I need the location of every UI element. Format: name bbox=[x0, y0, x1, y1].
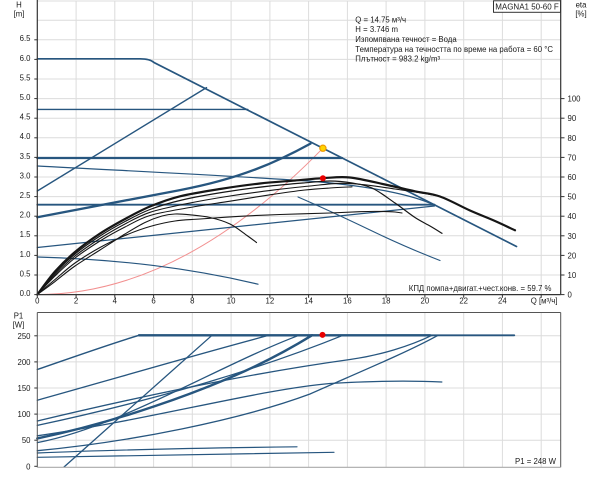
svg-text:0.0: 0.0 bbox=[20, 289, 32, 298]
svg-text:20: 20 bbox=[421, 297, 430, 306]
svg-text:10: 10 bbox=[227, 297, 236, 306]
svg-text:200: 200 bbox=[17, 358, 31, 367]
svg-text:6: 6 bbox=[151, 297, 155, 306]
svg-text:MAGNA1 50-60 F: MAGNA1 50-60 F bbox=[495, 3, 559, 12]
svg-text:0: 0 bbox=[35, 297, 40, 306]
svg-text:6.0: 6.0 bbox=[20, 54, 32, 63]
svg-text:20: 20 bbox=[568, 251, 577, 260]
svg-text:Плътност = 983.2 kg/m³: Плътност = 983.2 kg/m³ bbox=[355, 55, 440, 64]
svg-text:Q = 14.75 м³/ч: Q = 14.75 м³/ч bbox=[355, 15, 406, 24]
svg-text:0: 0 bbox=[568, 291, 573, 300]
svg-text:3.0: 3.0 bbox=[20, 171, 32, 180]
svg-text:16: 16 bbox=[343, 297, 352, 306]
svg-text:1.0: 1.0 bbox=[20, 250, 32, 259]
svg-text:70: 70 bbox=[568, 153, 577, 162]
svg-text:Q [м³/ч]: Q [м³/ч] bbox=[531, 297, 558, 306]
svg-text:100: 100 bbox=[568, 95, 582, 104]
svg-text:18: 18 bbox=[382, 297, 391, 306]
svg-text:250: 250 bbox=[17, 332, 31, 341]
svg-text:0: 0 bbox=[26, 462, 31, 471]
svg-text:5.0: 5.0 bbox=[20, 93, 32, 102]
svg-text:[W]: [W] bbox=[13, 321, 25, 330]
svg-text:[m]: [m] bbox=[14, 10, 25, 19]
svg-text:eta: eta bbox=[576, 1, 588, 10]
svg-text:24: 24 bbox=[498, 297, 507, 306]
svg-text:60: 60 bbox=[568, 173, 577, 182]
svg-text:Изпомпвана течност = Вода: Изпомпвана течност = Вода bbox=[355, 35, 457, 44]
svg-text:P1 = 248 W: P1 = 248 W bbox=[515, 457, 557, 466]
svg-text:30: 30 bbox=[568, 232, 577, 241]
svg-text:2.0: 2.0 bbox=[20, 211, 32, 220]
svg-text:1.5: 1.5 bbox=[20, 230, 32, 239]
svg-text:10: 10 bbox=[568, 271, 577, 280]
svg-text:H: H bbox=[16, 1, 22, 10]
svg-text:3.5: 3.5 bbox=[20, 152, 32, 161]
svg-text:H = 3.746 m: H = 3.746 m bbox=[355, 25, 398, 34]
svg-text:40: 40 bbox=[568, 212, 577, 221]
svg-text:6.5: 6.5 bbox=[20, 34, 32, 43]
svg-text:8: 8 bbox=[190, 297, 194, 306]
svg-text:0.5: 0.5 bbox=[20, 269, 32, 278]
svg-text:2: 2 bbox=[74, 297, 78, 306]
svg-text:2.5: 2.5 bbox=[20, 191, 32, 200]
svg-text:14: 14 bbox=[304, 297, 313, 306]
svg-text:[%]: [%] bbox=[575, 10, 586, 19]
svg-text:4: 4 bbox=[113, 297, 118, 306]
svg-text:КПД помпа+двигат.+чест.конв. =: КПД помпа+двигат.+чест.конв. = 59.7 % bbox=[409, 284, 552, 293]
svg-text:5.5: 5.5 bbox=[20, 73, 32, 82]
svg-text:P1: P1 bbox=[14, 312, 24, 321]
svg-text:22: 22 bbox=[459, 297, 468, 306]
svg-text:12: 12 bbox=[266, 297, 275, 306]
svg-text:90: 90 bbox=[568, 114, 577, 123]
svg-text:100: 100 bbox=[17, 410, 31, 419]
svg-text:50: 50 bbox=[22, 436, 31, 445]
svg-text:4.5: 4.5 bbox=[20, 113, 32, 122]
svg-text:150: 150 bbox=[17, 384, 31, 393]
svg-text:80: 80 bbox=[568, 134, 577, 143]
svg-text:Температура на течността по вр: Температура на течността по време на раб… bbox=[355, 45, 553, 54]
svg-text:4.0: 4.0 bbox=[20, 132, 32, 141]
svg-text:50: 50 bbox=[568, 193, 577, 202]
